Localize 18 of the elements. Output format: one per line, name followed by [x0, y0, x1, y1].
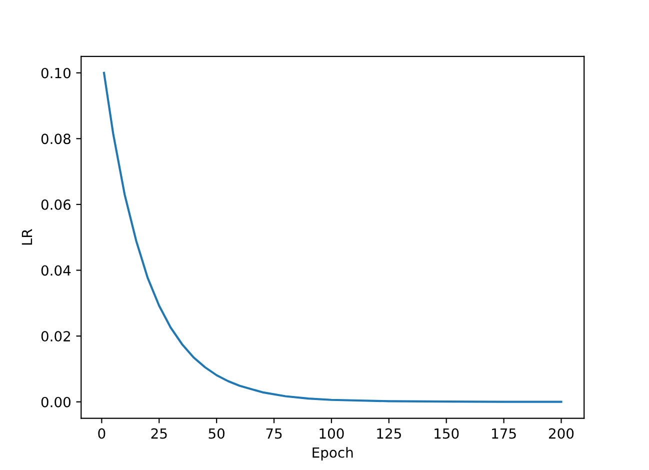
x-tick-label: 25	[151, 428, 167, 439]
y-tick-label: 0.00	[41, 396, 70, 408]
y-tick-label: 0.02	[41, 331, 70, 342]
y-tick-label: 0.10	[41, 68, 70, 78]
x-tick-label: 150	[434, 428, 459, 439]
x-tick-label: 100	[320, 428, 344, 439]
x-tick-label: 75	[266, 428, 282, 439]
y-tick-label: 0.08	[41, 134, 70, 144]
x-tick-label: 200	[549, 428, 574, 439]
y-tick-label: 0.06	[41, 199, 71, 210]
x-tick-label: 175	[492, 428, 516, 439]
y-axis-title: LR	[22, 229, 32, 245]
x-axis-title: Epoch	[312, 447, 353, 460]
line-series	[102, 72, 562, 403]
x-tick-label: 0	[98, 428, 106, 439]
y-tick-label: 0.04	[41, 265, 71, 276]
x-tick-label: 50	[208, 428, 224, 439]
x-tick-label: 125	[377, 428, 401, 439]
